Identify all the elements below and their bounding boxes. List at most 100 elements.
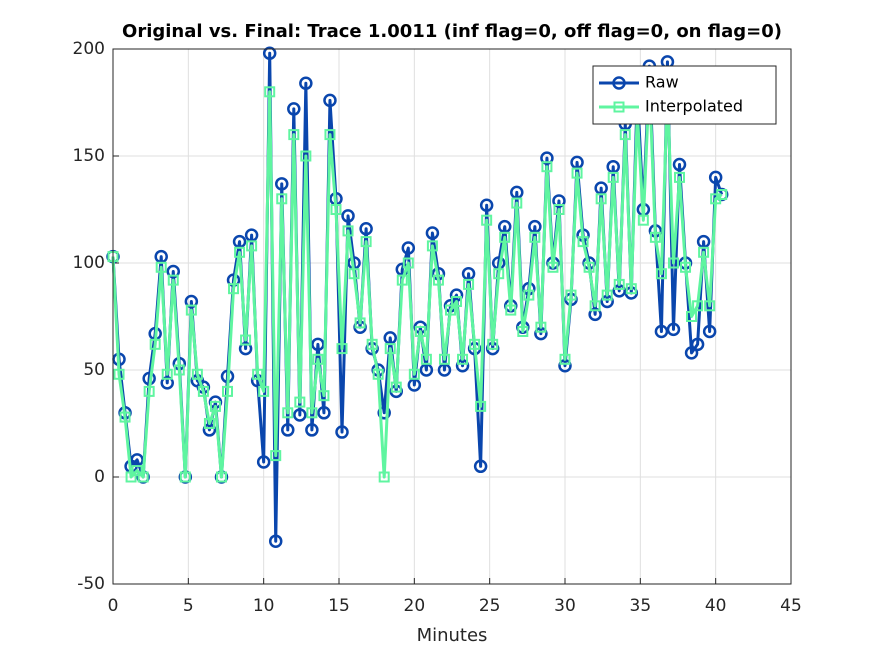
marker	[667, 257, 679, 269]
x-tick-label: 0	[108, 596, 119, 616]
x-tick-label: 15	[328, 596, 350, 616]
marker	[432, 274, 444, 286]
legend: Raw Interpolated	[592, 65, 777, 125]
marker	[234, 246, 246, 258]
marker	[197, 385, 209, 397]
marker	[173, 364, 185, 376]
series	[107, 75, 728, 483]
marker	[607, 171, 619, 183]
marker	[505, 304, 517, 316]
marker	[179, 471, 191, 483]
marker	[625, 283, 637, 295]
marker	[222, 385, 234, 397]
marker	[684, 346, 699, 360]
marker	[377, 406, 391, 420]
x-tick-label: 25	[479, 596, 501, 616]
marker	[215, 471, 227, 483]
x-axis-label: Minutes	[417, 625, 488, 646]
marker	[341, 209, 355, 223]
marker	[511, 197, 523, 209]
marker	[312, 353, 324, 365]
marker	[256, 455, 271, 469]
marker	[305, 423, 319, 437]
marker	[540, 151, 554, 165]
y-tick-label: 100	[73, 253, 105, 273]
marker	[426, 240, 438, 252]
marker	[262, 46, 277, 61]
plot	[106, 46, 729, 548]
marker	[359, 222, 373, 236]
marker	[654, 324, 669, 339]
marker	[666, 322, 681, 337]
marker	[166, 264, 181, 279]
marker	[589, 300, 601, 312]
marker	[185, 304, 197, 316]
marker	[240, 334, 252, 346]
marker	[716, 189, 728, 201]
marker	[317, 406, 331, 420]
marker	[246, 240, 258, 252]
y-tick-label: 150	[73, 146, 105, 166]
marker	[318, 390, 330, 402]
marker	[282, 407, 294, 419]
marker	[655, 268, 667, 280]
marker	[692, 300, 704, 312]
marker	[294, 396, 306, 408]
marker	[293, 408, 307, 422]
marker	[552, 194, 566, 208]
marker	[203, 418, 215, 429]
y-tick-label: -50	[77, 574, 105, 594]
marker	[330, 204, 342, 215]
marker	[613, 278, 625, 290]
marker	[184, 294, 199, 309]
marker	[547, 261, 559, 273]
series-line	[111, 79, 723, 479]
marker	[577, 236, 589, 248]
marker	[571, 167, 583, 179]
marker	[414, 325, 426, 337]
marker	[252, 368, 264, 380]
marker	[396, 274, 408, 286]
marker	[228, 283, 240, 295]
marker	[384, 343, 396, 355]
y-tick-label: 50	[83, 360, 105, 380]
marker	[258, 385, 270, 397]
marker	[674, 171, 686, 183]
marker	[137, 471, 149, 483]
marker	[612, 76, 626, 90]
marker	[523, 289, 535, 301]
marker	[649, 231, 661, 243]
marker	[444, 304, 456, 316]
x-tick-label: 40	[705, 596, 727, 616]
marker	[613, 101, 625, 113]
axes-box	[112, 48, 792, 585]
marker	[324, 129, 336, 141]
plot-area	[113, 49, 791, 584]
marker	[565, 289, 577, 301]
marker	[481, 214, 493, 226]
legend-box	[592, 65, 777, 125]
marker	[281, 423, 295, 437]
marker	[264, 86, 276, 98]
marker	[457, 353, 469, 365]
marker	[268, 534, 283, 548]
marker	[125, 471, 137, 483]
marker	[167, 274, 179, 286]
marker	[473, 459, 488, 474]
marker	[517, 325, 529, 337]
x-tick-label: 5	[183, 596, 194, 616]
marker	[372, 368, 384, 380]
marker	[366, 338, 378, 350]
x-tick-label: 20	[404, 596, 426, 616]
marker	[451, 296, 463, 308]
marker	[270, 450, 282, 462]
y-tick-label: 200	[73, 39, 105, 59]
marker	[535, 321, 547, 333]
marker	[553, 204, 565, 215]
marker	[583, 261, 595, 273]
x-tick-label: 10	[253, 596, 275, 616]
x-tick-label: 35	[630, 596, 652, 616]
chart-title: Original vs. Final: Trace 1.0011 (inf fl…	[122, 21, 782, 42]
marker	[487, 338, 499, 350]
